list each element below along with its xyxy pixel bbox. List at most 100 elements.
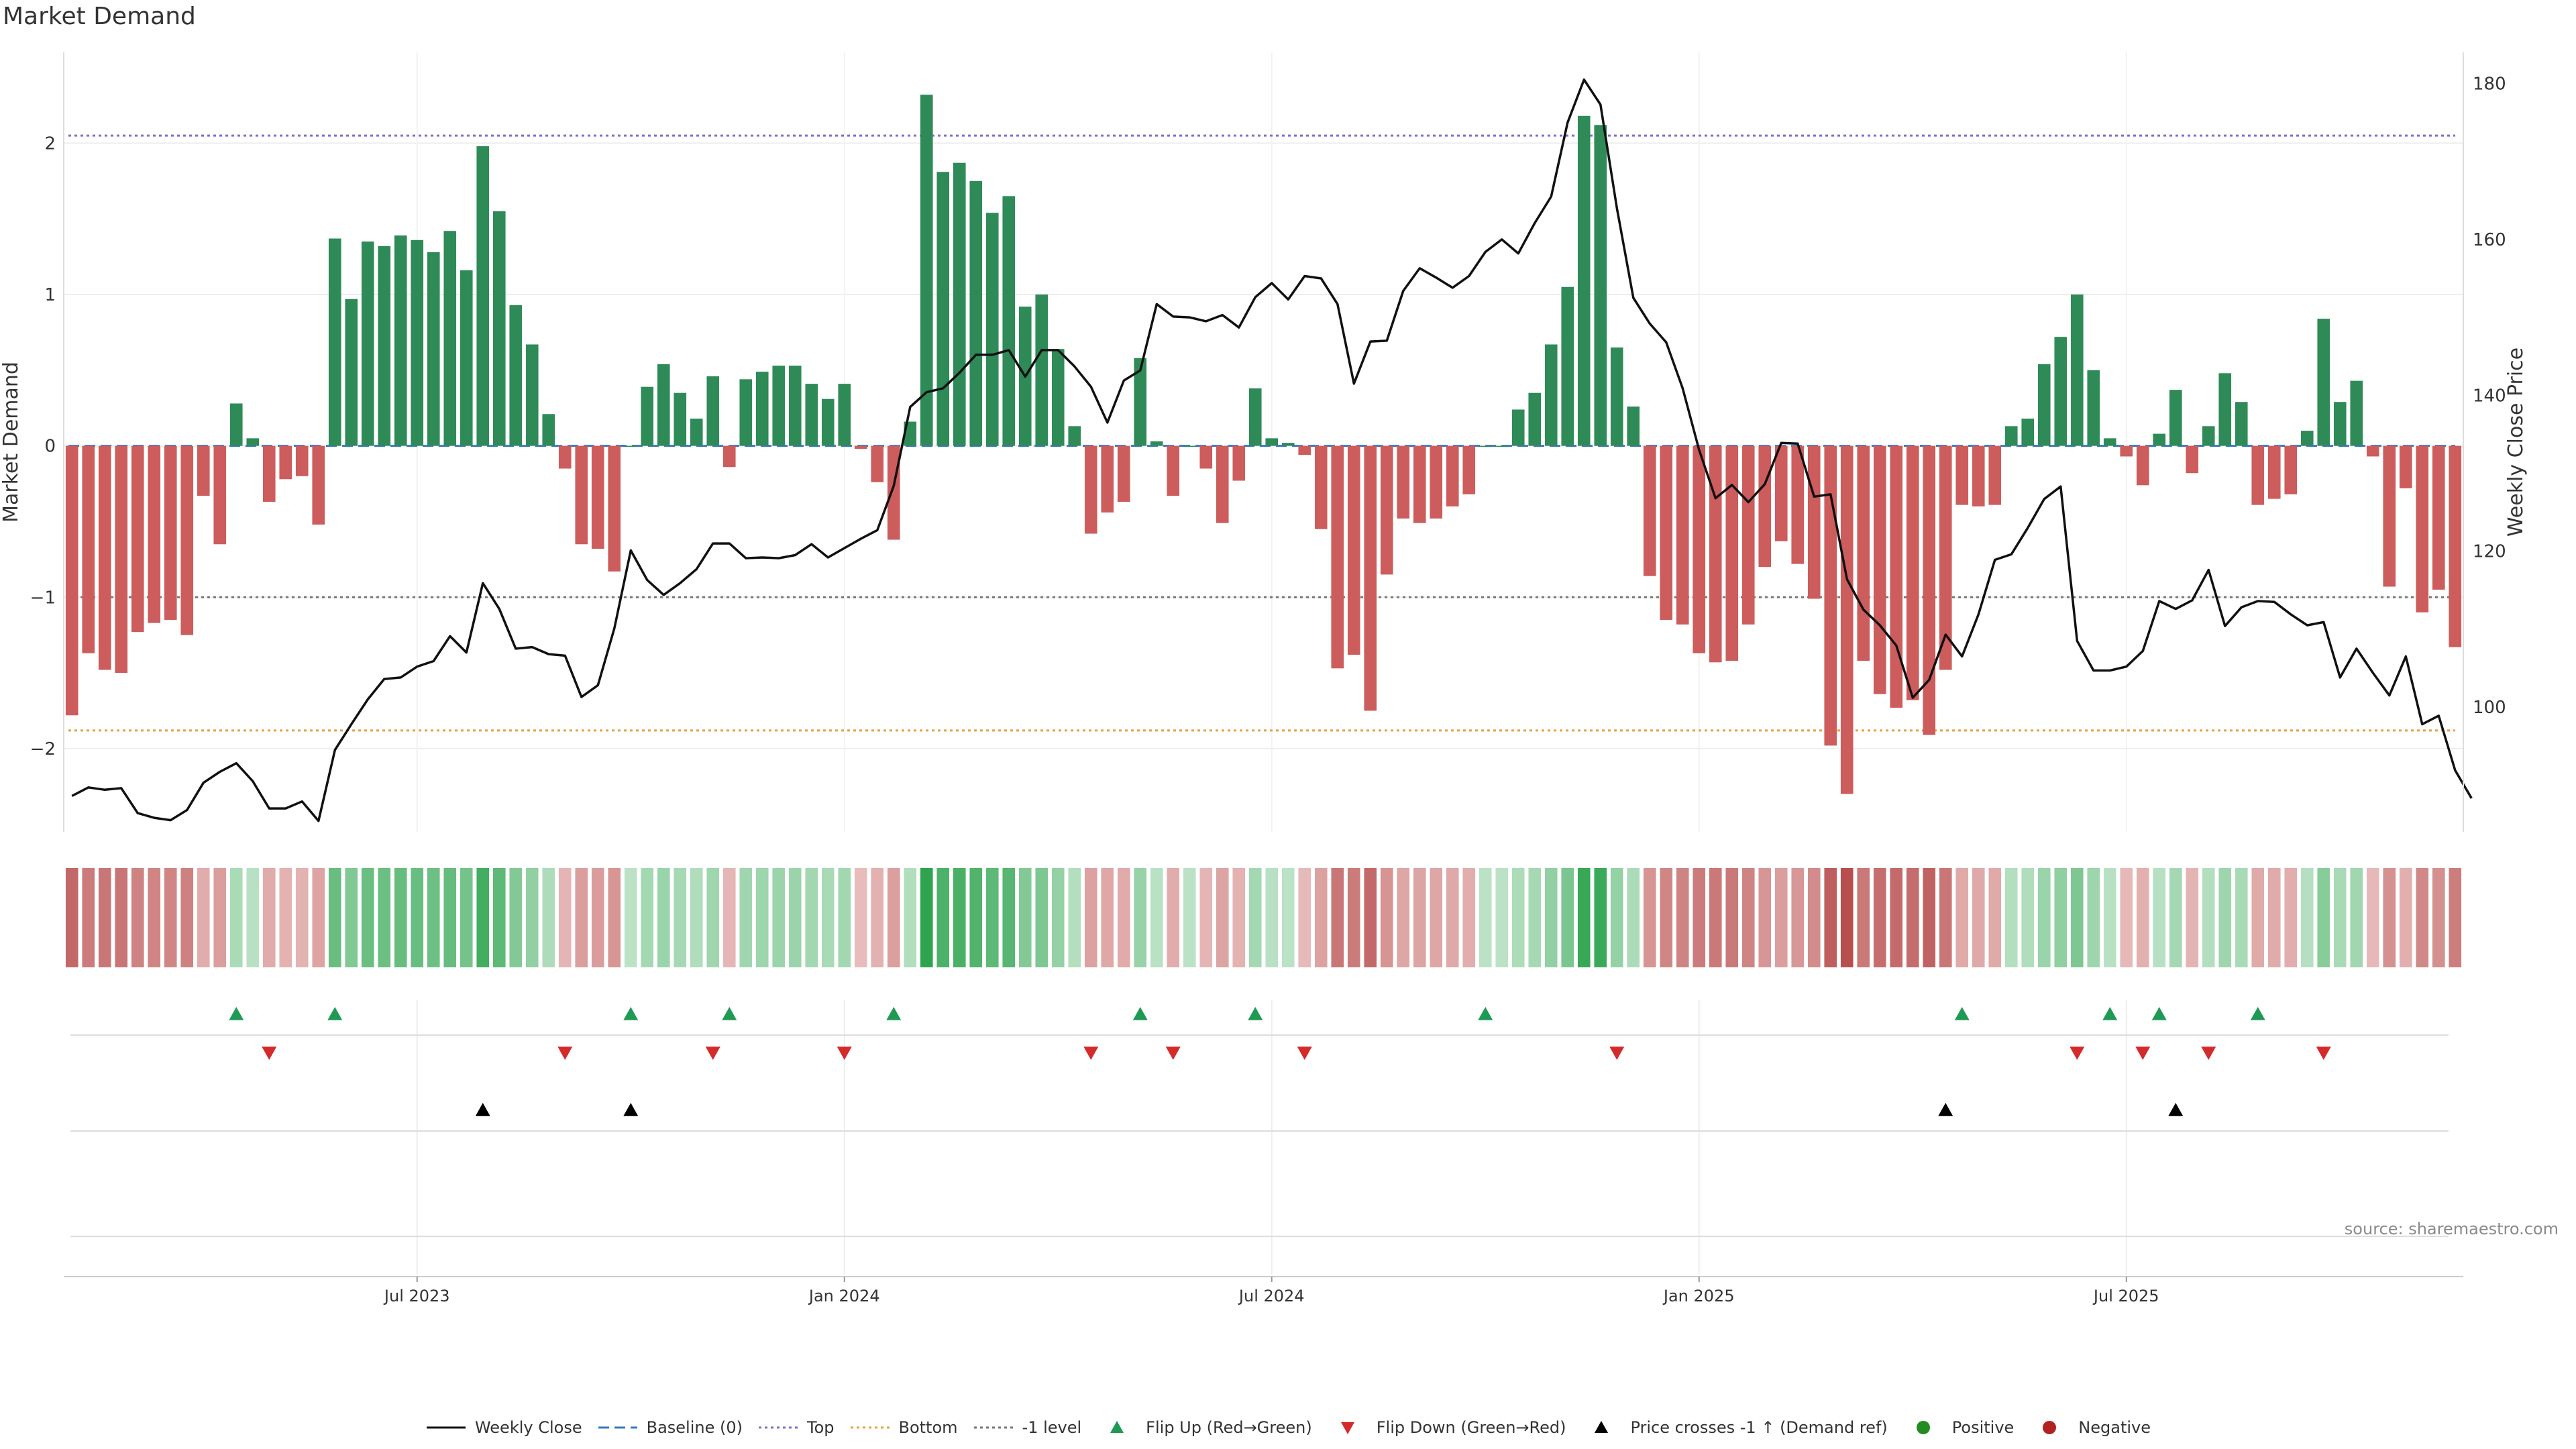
flip-down-marker [1297, 1046, 1312, 1060]
demand-bar [1347, 445, 1360, 655]
heat-cell [2087, 868, 2100, 967]
top-legend-swatch [759, 1426, 798, 1429]
heat-cell [82, 868, 95, 967]
demand-bar [476, 146, 490, 446]
heat-cell [1873, 868, 1886, 967]
x-tick-label: Jan 2025 [1662, 1287, 1735, 1305]
heat-cell [2186, 868, 2199, 967]
demand-bar [1265, 438, 1279, 446]
heat-cell [1594, 868, 1607, 967]
heat-cell [1709, 868, 1722, 967]
heat-cell [2399, 868, 2412, 967]
flip-up-marker [886, 1007, 902, 1020]
demand-bar [936, 172, 950, 446]
demand-bar [1134, 358, 1147, 446]
heat-cell [180, 868, 194, 967]
demand-bar [1544, 344, 1558, 446]
demand-bar [1035, 294, 1049, 446]
demand-bar [1084, 445, 1097, 534]
demand-bar [2383, 445, 2396, 587]
legend-item-baseline: Baseline (0) [597, 1418, 743, 1437]
legend-label: Top [807, 1418, 835, 1437]
heat-cell [2416, 868, 2429, 967]
demand-bar [98, 445, 111, 670]
demand-bar [1758, 445, 1772, 568]
axes-layer: 2 1 0 −1 −2 180 160 140 120 100 Market Demand Weekl… [0, 52, 2528, 832]
heat-cell [2004, 868, 2018, 967]
heat-cell [1068, 868, 1081, 967]
heat-cell [1446, 868, 1459, 967]
heat-cell [1134, 868, 1147, 967]
heat-cell [2317, 868, 2330, 967]
demand-bar [854, 445, 867, 449]
heat-cell [1462, 868, 1476, 967]
demand-bar [262, 445, 276, 502]
price-cross-marker [475, 1103, 490, 1116]
heat-cell [1167, 868, 1180, 967]
demand-bar [1248, 388, 1262, 446]
heat-cell [1610, 868, 1623, 967]
heat-cell [1479, 868, 1492, 967]
demand-bar [755, 372, 769, 446]
heat-cell [1314, 868, 1328, 967]
demand-bar [1791, 445, 1805, 564]
demand-bar [1693, 445, 1706, 653]
heat-cell [2284, 868, 2298, 967]
legend-label: Negative [2078, 1418, 2151, 1437]
heat-cell [1265, 868, 1279, 967]
heat-cell [1807, 868, 1821, 967]
heat-cell [2333, 868, 2347, 967]
demand-bar [1446, 445, 1459, 506]
heat-cell [65, 868, 78, 967]
demand-bar [2186, 445, 2199, 474]
heat-cell [1528, 868, 1542, 967]
heat-cell [295, 868, 309, 967]
demand-bar [1824, 445, 1837, 746]
flip-down-marker [1083, 1046, 1099, 1060]
legend-label: Price crosses -1 ↑ (Demand ref) [1630, 1418, 1888, 1437]
demand-bar [213, 445, 227, 545]
flipup-legend-swatch [1110, 1421, 1124, 1433]
heat-cell [2021, 868, 2035, 967]
heat-cell [1248, 868, 1262, 967]
demand-bar [1479, 445, 1492, 447]
y-tick-label: 1 [44, 285, 56, 305]
heat-cell [1561, 868, 1574, 967]
demand-bar [1577, 115, 1591, 446]
demand-bar [1807, 445, 1821, 599]
heat-cell [1183, 868, 1196, 967]
heat-cell [1413, 868, 1426, 967]
heat-cell [1923, 868, 1936, 967]
demand-bar [1610, 347, 1623, 446]
heat-cell [2169, 868, 2182, 967]
heat-cell [1101, 868, 1114, 967]
heat-cell [722, 868, 736, 967]
demand-bar [1923, 445, 1936, 735]
heat-cell [1364, 868, 1377, 967]
heat-cell [657, 868, 670, 967]
heat-cell [1397, 868, 1410, 967]
demand-bar [591, 445, 604, 549]
minus-legend-swatch [973, 1426, 1013, 1429]
heat-cell [443, 868, 457, 967]
legend-item-posdot: Positive [1902, 1418, 2014, 1437]
flip-down-marker [262, 1046, 277, 1060]
demand-bar [2366, 445, 2379, 457]
heat-cell [345, 868, 358, 967]
heat-cell [1544, 868, 1558, 967]
demand-bar [674, 392, 687, 446]
heat-cell [2054, 868, 2068, 967]
demand-bar [2284, 445, 2298, 494]
heat-cell [2350, 868, 2363, 967]
heat-cell [1840, 868, 1854, 967]
heat-cell [2432, 868, 2445, 967]
demand-bar [492, 211, 506, 446]
heat-cell [427, 868, 440, 967]
heat-cell [624, 868, 637, 967]
heat-cell [2267, 868, 2281, 967]
demand-bar [1988, 445, 2002, 505]
heat-cell [1660, 868, 1673, 967]
weekly-close-line [71, 78, 2473, 822]
demand-bar [2004, 426, 2018, 446]
demand-bar [328, 238, 341, 446]
